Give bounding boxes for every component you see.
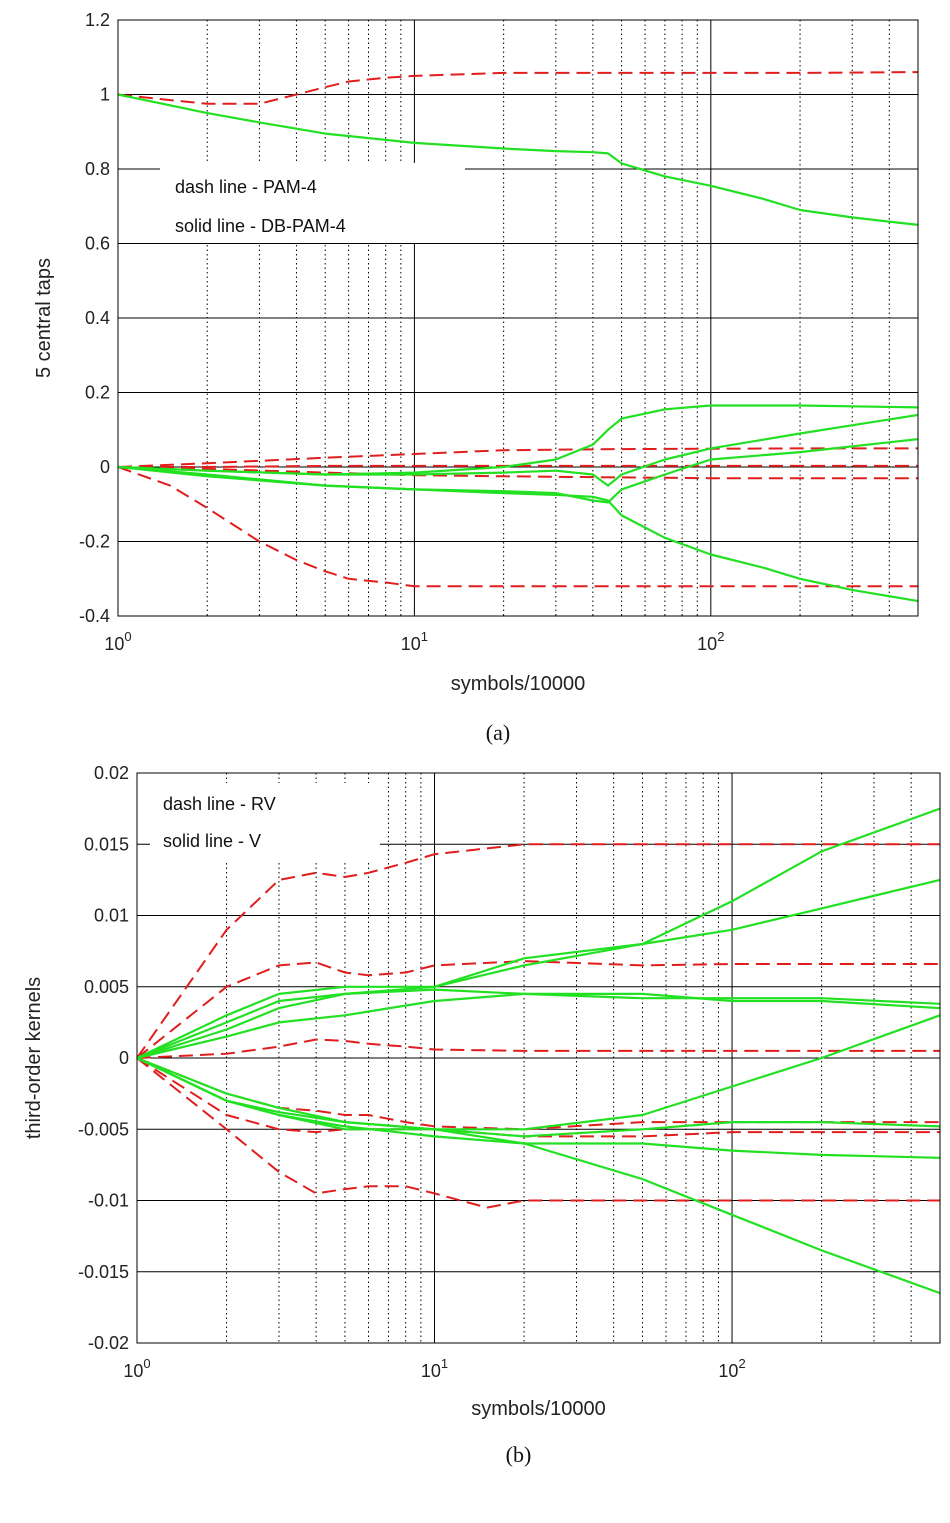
- chart-a-legend-entry-dash: dash line - PAM-4: [175, 177, 317, 197]
- series-line-dash-0: [136, 843, 940, 1059]
- y-tick-label-7: -0.015: [78, 1262, 129, 1282]
- chart-a-series: [117, 71, 919, 603]
- chart-a: dash line - PAM-4 solid line - DB-PAM-4 …: [33, 10, 919, 745]
- series-line-dash-1: [136, 960, 940, 1059]
- x-tick-label-0: 100: [104, 629, 131, 654]
- y-tick-label-1: 1: [100, 85, 110, 105]
- chart-a-frame: [117, 19, 919, 617]
- series-line-dash-3: [117, 466, 918, 480]
- y-tick-label-6: 0: [100, 457, 110, 477]
- chart-b-legend-entry-dash: dash line - RV: [163, 794, 276, 814]
- chart-a-y-axis-label: 5 central taps: [33, 258, 55, 378]
- chart-b-legend: dash line - RV solid line - V: [150, 783, 380, 863]
- chart-b-y-axis-label: third-order kernels: [23, 977, 45, 1139]
- chart-a-legend: dash line - PAM-4 solid line - DB-PAM-4: [160, 163, 465, 243]
- series-line-solid-6: [117, 404, 919, 476]
- series-line-dash-4: [136, 1057, 940, 1138]
- chart-b-series: [136, 807, 941, 1295]
- x-tick-label-0: 100: [123, 1356, 150, 1381]
- series-line-dash-2: [136, 1038, 940, 1059]
- y-tick-label-2: 0.01: [94, 906, 129, 926]
- y-tick-label-0: 0.02: [94, 763, 129, 783]
- chart-b: dash line - RV solid line - V 0.020.0150…: [23, 763, 941, 1467]
- x-tick-label-1: 101: [421, 1356, 448, 1381]
- series-line-solid-10: [136, 1014, 941, 1131]
- y-tick-label-4: 0: [119, 1048, 129, 1068]
- series-line-dash-1: [117, 447, 918, 468]
- y-tick-label-5: 0.2: [85, 383, 110, 403]
- series-line-solid-13: [136, 1057, 941, 1295]
- x-tick-label-1: 101: [401, 629, 428, 654]
- x-tick-label-2: 102: [697, 629, 724, 654]
- series-line-solid-9: [117, 465, 919, 603]
- y-tick-label-3: 0.6: [85, 234, 110, 254]
- chart-b-caption: (b): [506, 1442, 532, 1467]
- y-tick-label-7: -0.2: [79, 532, 110, 552]
- chart-b-frame: [136, 772, 941, 1344]
- series-line-dash-5: [136, 1057, 940, 1209]
- chart-a-x-tick-labels: 100 101 102: [104, 629, 724, 654]
- series-line-dash-0: [117, 71, 919, 105]
- series-line-dash-4: [117, 466, 918, 588]
- y-tick-label-3: 0.005: [84, 977, 129, 997]
- series-line-solid-11: [136, 1057, 941, 1138]
- x-tick-label-2: 102: [718, 1356, 745, 1381]
- chart-b-legend-entry-solid: solid line - V: [163, 831, 261, 851]
- series-line-solid-5: [117, 93, 919, 226]
- y-tick-label-8: -0.4: [79, 606, 110, 626]
- chart-a-legend-background: [160, 163, 465, 243]
- chart-b-x-axis-label: symbols/10000: [471, 1398, 606, 1420]
- chart-b-x-tick-labels: 100 101 102: [123, 1356, 745, 1381]
- series-line-dash-3: [136, 1057, 940, 1131]
- chart-a-y-tick-labels: 1.2 1 0.8 0.6 0.4 0.2 0 -0.2 -0.4: [79, 10, 110, 626]
- series-line-solid-6: [136, 807, 941, 1059]
- chart-b-legend-background: [150, 783, 380, 863]
- chart-a-x-axis-label: symbols/10000: [451, 673, 586, 695]
- y-tick-label-6: -0.01: [88, 1191, 129, 1211]
- series-line-solid-7: [117, 413, 919, 487]
- y-tick-label-1: 0.015: [84, 834, 129, 854]
- chart-b-y-tick-labels: 0.02 0.015 0.01 0.005 0 -0.005 -0.01 -0.015 -0.0…: [78, 763, 129, 1353]
- series-line-solid-9: [136, 992, 941, 1060]
- y-tick-label-5: -0.005: [78, 1119, 129, 1139]
- y-tick-label-0: 1.2: [85, 10, 110, 30]
- y-tick-label-8: -0.02: [88, 1333, 129, 1353]
- y-tick-label-4: 0.4: [85, 308, 110, 328]
- series-line-solid-8: [136, 988, 941, 1060]
- series-line-solid-12: [136, 1057, 941, 1159]
- chart-a-caption: (a): [486, 720, 510, 745]
- series-line-solid-7: [136, 878, 941, 1060]
- y-tick-label-2: 0.8: [85, 159, 110, 179]
- chart-a-legend-entry-solid: solid line - DB-PAM-4: [175, 216, 346, 236]
